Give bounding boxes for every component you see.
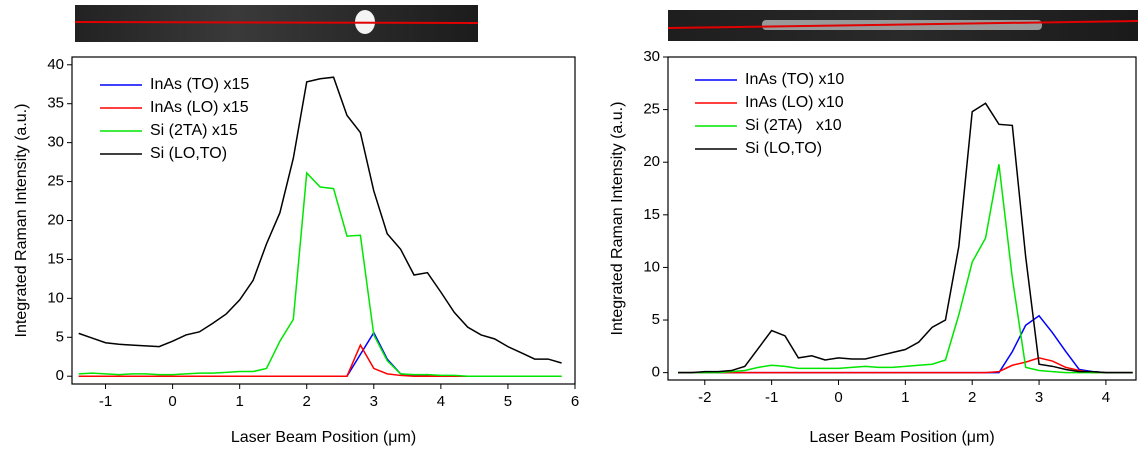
x-tick-label: -1 xyxy=(99,393,112,410)
image-strip-right xyxy=(667,10,1138,41)
legend-label: Si (2TA) x15 xyxy=(150,122,238,139)
x-tick-label: 2 xyxy=(968,389,976,406)
y-tick-label: 10 xyxy=(47,289,64,306)
y-tick-label: 5 xyxy=(56,328,64,345)
x-tick-label: 5 xyxy=(504,393,512,410)
x-tick-label: 0 xyxy=(168,393,176,410)
legend-label: Si (LO,TO) xyxy=(745,140,822,157)
y-tick-label: 40 xyxy=(47,56,64,73)
y-tick-label: 20 xyxy=(47,211,64,228)
x-tick-label: 4 xyxy=(1102,389,1110,406)
data-line xyxy=(78,331,562,377)
y-tick-label: 0 xyxy=(56,367,64,384)
x-tick-label: 4 xyxy=(437,393,445,410)
y-tick-label: 0 xyxy=(652,364,660,381)
legend-label: InAs (LO) x15 xyxy=(150,99,249,116)
x-tick-label: -2 xyxy=(698,389,711,406)
y-tick-label: 10 xyxy=(643,258,660,275)
y-tick-label: 25 xyxy=(643,101,660,118)
y-tick-label: 30 xyxy=(643,48,660,65)
data-line xyxy=(678,357,1133,374)
data-line xyxy=(78,76,562,364)
chart-panel: -1 0 1 2 3 4 5 6 0 5 10 15 20 25 30 35 40 Laser Beam Posi… xyxy=(13,56,579,446)
data-line xyxy=(78,171,562,377)
x-tick-label: 2 xyxy=(303,393,311,410)
legend-label: Si (2TA) x10 xyxy=(745,117,842,134)
plot-frame xyxy=(71,56,576,385)
x-tick-label: 6 xyxy=(571,393,579,410)
y-axis-label: Integrated Raman Intensity (a.u.) xyxy=(13,104,30,338)
y-tick-label: 15 xyxy=(47,250,64,267)
plot-frame xyxy=(667,56,1137,381)
x-tick-label: 0 xyxy=(834,389,842,406)
y-tick-label: 15 xyxy=(643,206,660,223)
x-axis-label: Laser Beam Position (μm) xyxy=(231,429,416,446)
image-strip-left xyxy=(74,5,479,42)
data-line xyxy=(678,164,1133,374)
y-axis-label: Integrated Raman Intensity (a.u.) xyxy=(609,102,626,336)
y-tick-label: 20 xyxy=(643,153,660,170)
x-tick-label: 1 xyxy=(235,393,243,410)
y-tick-label: 30 xyxy=(47,134,64,151)
x-axis-label: Laser Beam Position (μm) xyxy=(809,429,994,446)
x-tick-label: 3 xyxy=(1035,389,1043,406)
x-tick-label: 1 xyxy=(901,389,909,406)
y-tick-label: 35 xyxy=(47,95,64,112)
data-line xyxy=(78,343,562,377)
x-tick-label: -1 xyxy=(765,389,778,406)
chart-panel: -2 -1 0 1 2 3 4 0 5 10 15 20 25 30 Laser Beam Position… xyxy=(609,48,1137,446)
legend-label: InAs (LO) x10 xyxy=(745,94,844,111)
legend-label: InAs (TO) x15 xyxy=(150,76,249,93)
y-tick-label: 5 xyxy=(652,311,660,328)
legend-label: InAs (TO) x10 xyxy=(745,71,844,88)
legend-label: Si (LO,TO) xyxy=(150,145,227,162)
data-line xyxy=(678,102,1133,374)
x-tick-label: 3 xyxy=(370,393,378,410)
y-tick-label: 25 xyxy=(47,173,64,190)
